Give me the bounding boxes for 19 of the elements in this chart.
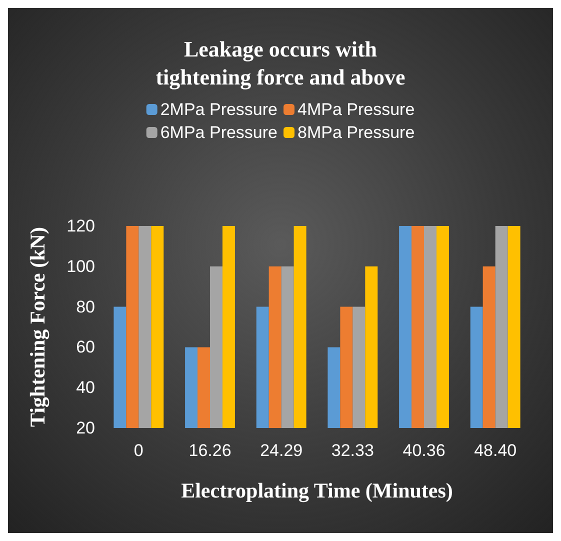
y-tick-label: 120 xyxy=(66,216,95,236)
y-tick-label: 80 xyxy=(76,297,95,316)
y-tick-label: 60 xyxy=(76,338,95,357)
y-tick-label: 20 xyxy=(76,418,95,438)
x-tick-label: 24.29 xyxy=(260,441,303,460)
x-tick-label: 32.33 xyxy=(331,441,374,460)
x-axis-title: Electroplating Time (Minutes) xyxy=(181,478,453,502)
legend-label: 4MPa Pressure xyxy=(298,100,415,119)
x-tick-label: 16.26 xyxy=(188,441,232,460)
y-tick-label: 40 xyxy=(76,378,95,398)
y-axis-title: Tightening Force (kN) xyxy=(26,227,50,427)
y-tick-label: 100 xyxy=(66,256,95,276)
x-tick-label: 40.36 xyxy=(402,441,446,460)
legend-label: 2MPa Pressure xyxy=(160,100,278,119)
legend-label: 8MPa Pressure xyxy=(298,123,415,142)
x-tick-label: 48.40 xyxy=(474,441,517,460)
legend-label: 6MPa Pressure xyxy=(160,123,278,142)
chart-title: Leakage occurs with tightening force and above xyxy=(156,36,406,90)
x-tick-label: 0 xyxy=(134,441,144,460)
